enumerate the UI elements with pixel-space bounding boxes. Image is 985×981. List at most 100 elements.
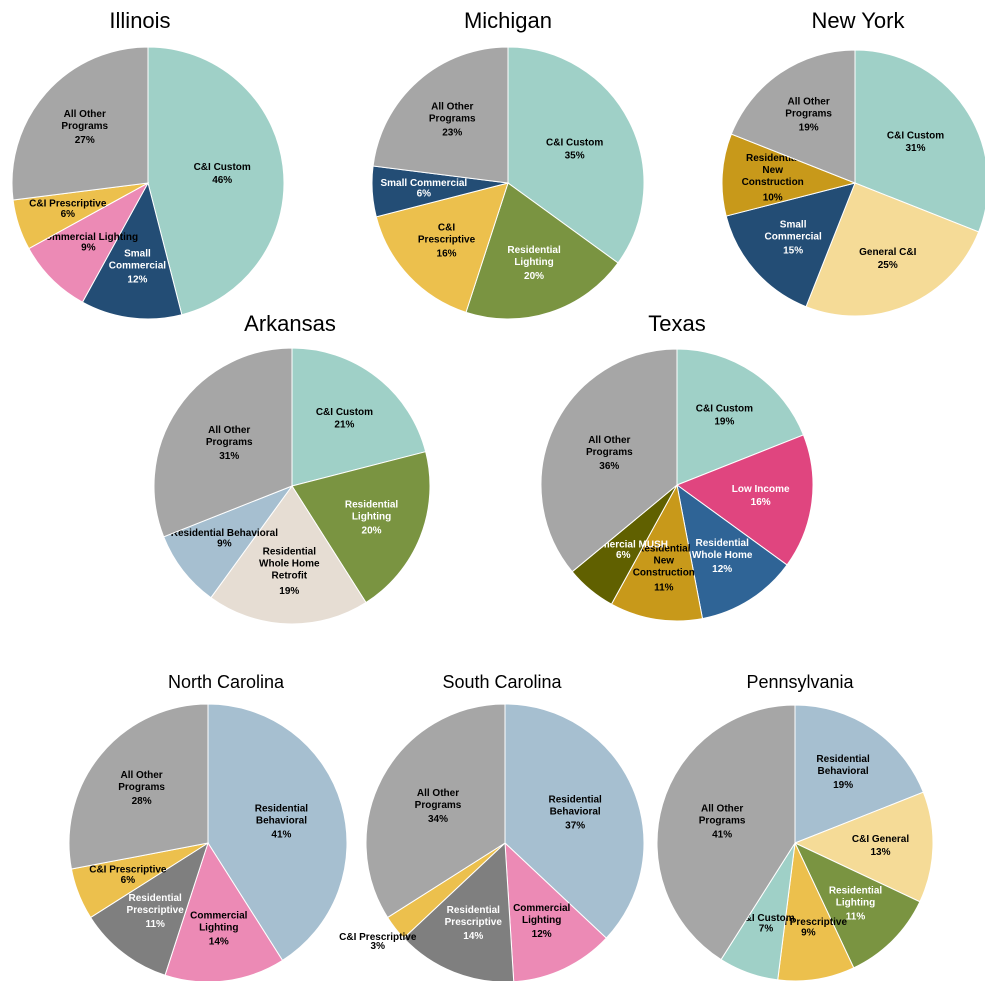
pie-slice — [504, 703, 645, 939]
slice-label-group: Residential Prescriptive 11% — [127, 893, 185, 930]
slice-value-label: 6% — [616, 550, 631, 561]
slice-category: Low Income — [732, 484, 790, 495]
pie-slice — [365, 703, 506, 919]
pie-slice — [504, 841, 608, 981]
pie-slice — [153, 347, 293, 538]
slice-value-label: 31% — [905, 143, 925, 154]
pie-slice — [372, 46, 509, 184]
pie-slice — [207, 703, 348, 962]
slice-category: All Other Programs — [415, 788, 462, 811]
slice-value-label: 21% — [334, 420, 354, 431]
pie-slice — [507, 46, 645, 264]
slice-label-group: All Other Programs 28% — [118, 770, 165, 807]
slice-value-label: 19% — [279, 586, 299, 597]
chart-title: Illinois — [109, 8, 170, 33]
slice-value-label: 41% — [712, 830, 732, 841]
slice-value-label: 11% — [846, 911, 866, 922]
slice-category: C&I Prescriptive — [89, 864, 167, 875]
slice-value-label: 16% — [437, 249, 457, 260]
pie-slice — [291, 451, 431, 604]
slice-label-group: Low Income 16% — [732, 484, 790, 508]
slice-category: C&I Prescriptive — [770, 917, 848, 928]
slice-category: Residential Prescriptive — [127, 893, 185, 916]
slice-value-label: 28% — [132, 796, 152, 807]
slice-category: General C&I — [859, 247, 916, 258]
pie-slice — [375, 182, 509, 313]
slice-value-label: 14% — [209, 936, 229, 947]
chart-title: Pennsylvania — [746, 672, 854, 692]
pie-slice — [210, 485, 367, 625]
slice-value-label: 37% — [565, 820, 585, 831]
slice-category: Residential Behavioral — [171, 528, 278, 539]
slice-label-group: Residential Prescriptive 14% — [445, 905, 503, 942]
slice-label-group: Commercial Lighting 14% — [190, 910, 247, 947]
slice-category: Residential Behavioral — [255, 803, 309, 826]
slice-label-group: Small Commercial 15% — [765, 219, 822, 256]
slice-label-group: All Other Programs 23% — [429, 101, 476, 138]
slice-value-label: 10% — [763, 192, 783, 203]
slice-category: Residential Prescriptive — [445, 905, 503, 928]
slice-value-label: 41% — [271, 830, 291, 841]
slice-category: Small Commercial — [765, 219, 822, 242]
slice-label-group: Residential Whole Home Retrofit 19% — [259, 546, 320, 597]
slice-label-group: All Other Programs 36% — [586, 435, 633, 472]
slice-value-label: 12% — [127, 274, 147, 285]
pie-slice — [81, 181, 183, 320]
slice-category: Commercial Lighting — [513, 902, 570, 925]
slice-category: C&I Custom — [546, 137, 603, 148]
pie-slice — [676, 348, 805, 486]
pie-slice — [147, 46, 285, 316]
pie-slice — [291, 347, 427, 487]
slice-value-label: 9% — [217, 538, 232, 549]
chart-title: Texas — [648, 311, 705, 336]
slice-label-group: All Other Programs 31% — [206, 425, 253, 462]
slice-label-group: Residential New Construction 10% — [742, 153, 804, 204]
slice-value-label: 34% — [428, 814, 448, 825]
slice-category: C&I Prescriptive — [418, 222, 476, 245]
pie-slice — [725, 182, 856, 308]
slice-category: Residential Whole Home — [692, 538, 753, 561]
slice-label-group: All Other Programs 27% — [61, 109, 108, 146]
slice-label-group: Residential Behavioral 37% — [548, 794, 602, 831]
pie-slice — [402, 841, 515, 981]
slice-value-label: 3% — [371, 941, 386, 952]
slice-value-label: 36% — [599, 461, 619, 472]
slice-category: C&I General — [852, 834, 909, 845]
slice-value-label: 11% — [145, 919, 165, 930]
slice-value-label: 19% — [714, 417, 734, 428]
pie-slice — [730, 49, 856, 184]
slice-value-label: 12% — [532, 929, 552, 940]
slice-category: Residential Lighting — [345, 499, 399, 522]
slice-label-group: C&I Custom 31% — [887, 130, 944, 154]
slice-value-label: 20% — [524, 271, 544, 282]
slice-category: All Other Programs — [699, 803, 746, 826]
slice-category: C&I Custom — [737, 913, 794, 924]
slice-label-group: Residential Lighting 20% — [345, 499, 399, 536]
chart-title: North Carolina — [168, 672, 285, 692]
pie-slice — [68, 703, 209, 870]
slice-label-group: Residential Lighting 11% — [829, 885, 883, 922]
slice-label-group: All Other Programs 34% — [415, 788, 462, 825]
slice-category: Commercial MUSH — [579, 539, 668, 550]
pie-slice — [793, 841, 921, 969]
slice-value-label: 20% — [362, 525, 382, 536]
slice-value-label: 31% — [219, 451, 239, 462]
slice-label-group: Residential Behavioral 19% — [816, 754, 870, 791]
slice-value-label: 6% — [121, 875, 136, 886]
chart-title: Michigan — [464, 8, 552, 33]
slice-value-label: 14% — [463, 931, 483, 942]
slice-category: C&I Custom — [887, 130, 944, 141]
slice-label-group: Small Commercial 12% — [109, 248, 166, 285]
slice-category: C&I Prescriptive — [339, 932, 417, 943]
pie-slice — [721, 133, 857, 217]
slice-label-group: General C&I 25% — [859, 247, 916, 271]
slice-category: Residential Whole Home Retrofit — [259, 546, 320, 581]
slice-value-label: 6% — [417, 188, 432, 199]
pie-slice — [675, 434, 814, 566]
